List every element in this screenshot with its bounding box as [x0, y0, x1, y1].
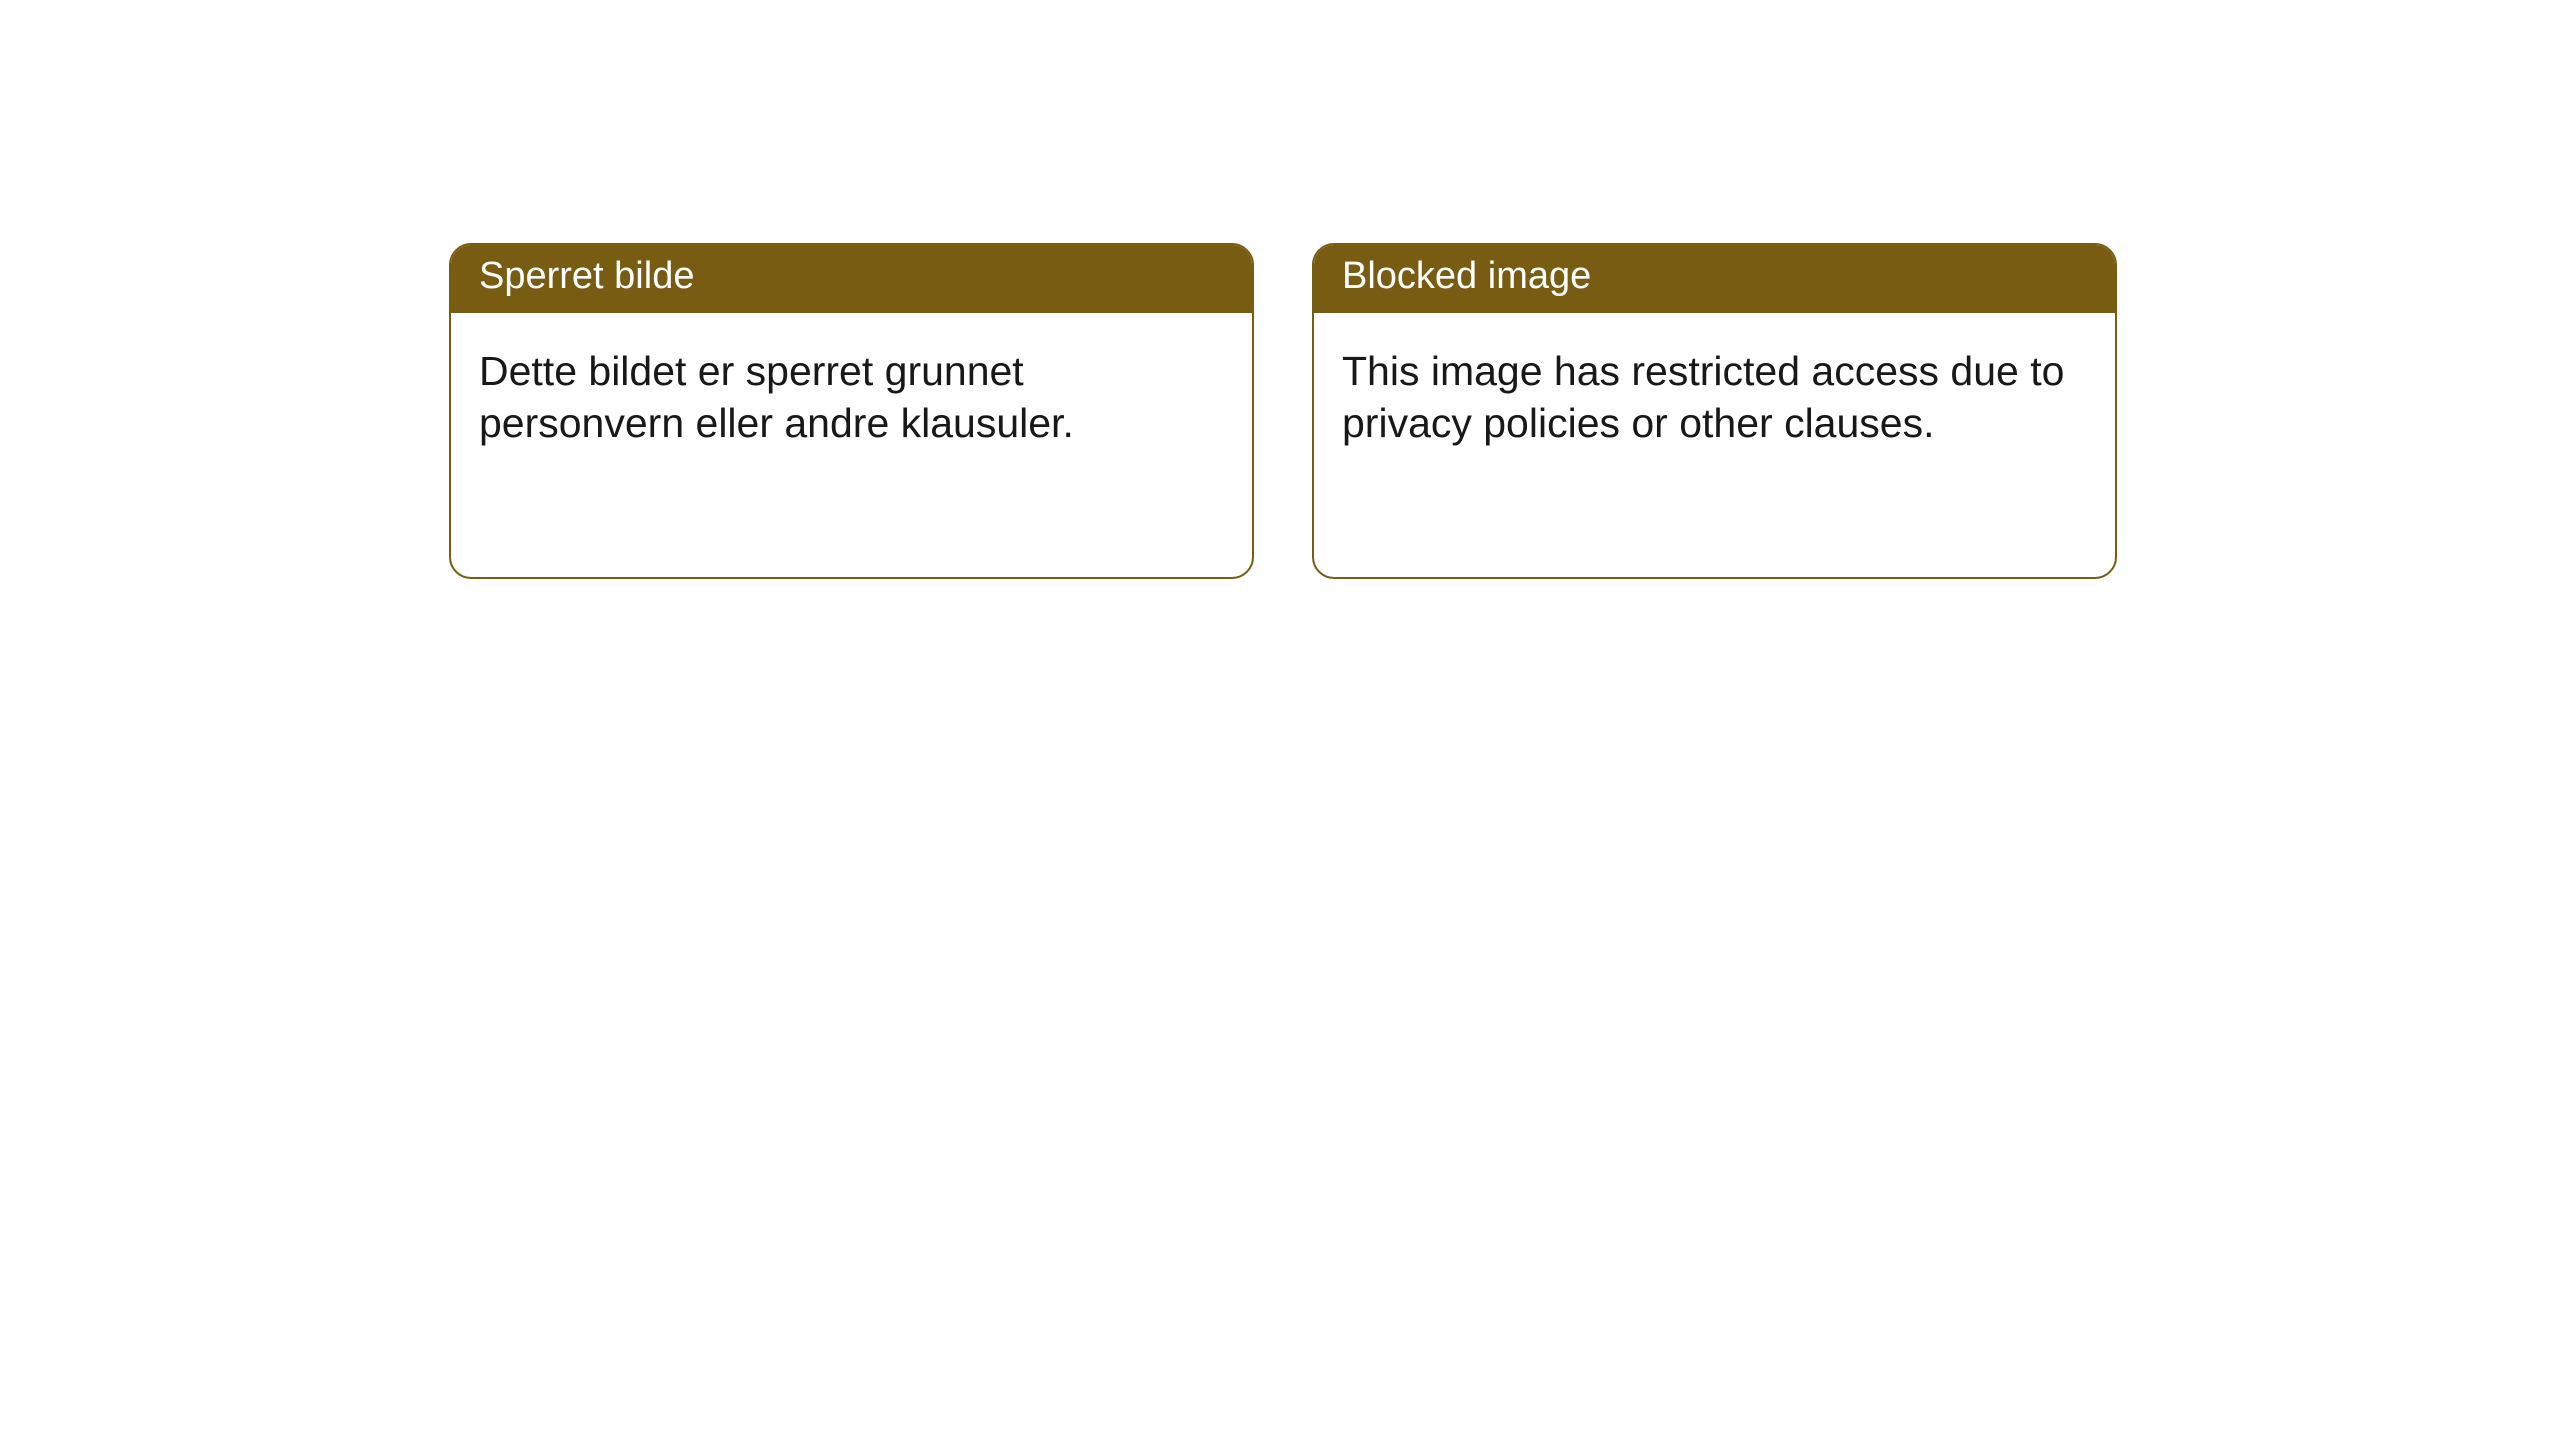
card-body-en: This image has restricted access due to …	[1314, 313, 2115, 481]
blocked-image-card-no: Sperret bilde Dette bildet er sperret gr…	[449, 243, 1254, 579]
card-header-no: Sperret bilde	[451, 245, 1252, 313]
card-header-en: Blocked image	[1314, 245, 2115, 313]
card-body-no: Dette bildet er sperret grunnet personve…	[451, 313, 1252, 481]
blocked-image-notice-container: Sperret bilde Dette bildet er sperret gr…	[449, 243, 2117, 579]
blocked-image-card-en: Blocked image This image has restricted …	[1312, 243, 2117, 579]
